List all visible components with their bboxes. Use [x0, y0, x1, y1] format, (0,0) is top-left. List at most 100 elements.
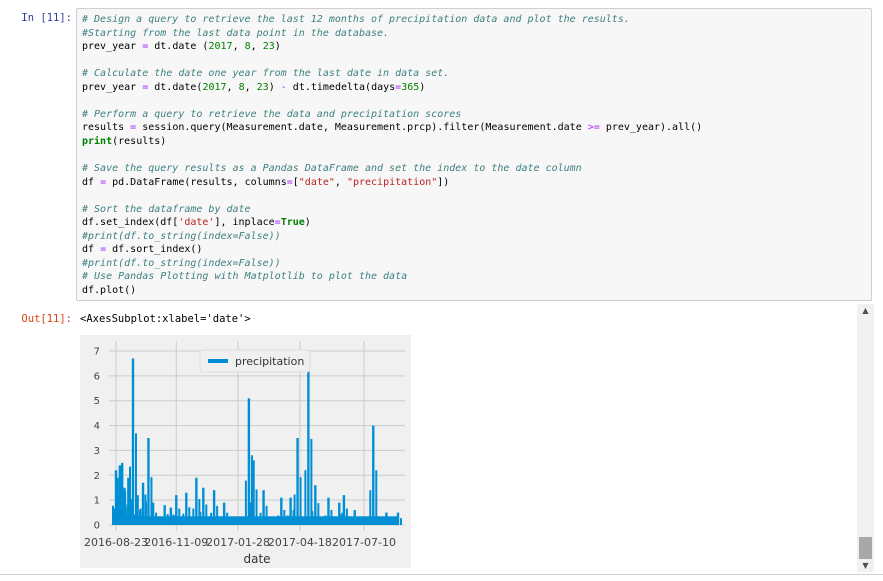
- code-line: #Starting from the last data point in th…: [82, 28, 389, 39]
- code-token: #Starting from the last data point in th…: [82, 27, 390, 39]
- code-token: =: [142, 41, 149, 53]
- code-token: 2017: [208, 41, 233, 53]
- x-tick-label: 2016-11-09: [144, 536, 208, 549]
- code-line: results = session.query(Measurement.date…: [82, 122, 702, 133]
- code-token: df: [82, 176, 101, 188]
- input-prompt: In [11]:: [21, 12, 72, 24]
- code-token: session.query(Measurement.date, Measurem…: [136, 122, 588, 134]
- code-line: df = df.sort_index(): [82, 244, 202, 255]
- scroll-thumb[interactable]: [859, 537, 872, 559]
- code-line: prev_year = dt.date(2017, 8, 23) - dt.ti…: [82, 82, 425, 93]
- code-token: ,: [334, 176, 347, 188]
- x-tick-label: 2016-08-23: [84, 536, 148, 549]
- code-token: #print(df.to_string(index=False)): [82, 257, 281, 269]
- code-token: ): [419, 81, 426, 93]
- divider: [0, 574, 883, 575]
- code-token: =: [395, 81, 402, 93]
- code-line: df = pd.DataFrame(results, columns=["dat…: [82, 177, 449, 188]
- code-token: # Design a query to retrieve the last 12…: [82, 14, 630, 25]
- x-tick-label: 2017-07-10: [332, 536, 396, 549]
- code-line: df.plot(): [82, 285, 136, 296]
- x-tick-label: 2017-01-28: [206, 536, 270, 549]
- code-token: 23: [262, 41, 275, 53]
- code-token: results: [82, 122, 131, 134]
- precipitation-plot: 0 1 2 3 4 5 6 7 2016-08-23 2016-11-09 2017-01-28 20…: [80, 335, 411, 568]
- code-line: #print(df.to_string(index=False)): [82, 258, 281, 269]
- code-token: ,: [244, 81, 257, 93]
- y-tick-label: 5: [94, 396, 100, 407]
- code-token: =: [286, 176, 293, 188]
- code-line: # Design a query to retrieve the last 12…: [82, 14, 630, 25]
- code-token: # Use Pandas Plotting with Matplotlib to…: [82, 271, 408, 283]
- scroll-down-arrow-icon[interactable]: ▼: [862, 561, 869, 570]
- code-line: # Calculate the date one year from the l…: [82, 68, 449, 79]
- code-line: # Sort the dataframe by date: [82, 204, 251, 215]
- y-tick-label: 4: [94, 421, 100, 432]
- code-editor[interactable]: # Design a query to retrieve the last 12…: [82, 13, 702, 297]
- code-line: # Use Pandas Plotting with Matplotlib to…: [82, 271, 407, 282]
- code-token: 8: [238, 81, 245, 93]
- code-token: ): [304, 217, 311, 229]
- code-token: 365: [401, 81, 420, 93]
- code-token: =: [100, 176, 107, 188]
- code-token: =: [100, 244, 107, 256]
- code-token: #print(df.to_string(index=False)): [82, 230, 281, 242]
- x-axis-label: date: [243, 552, 270, 566]
- code-line: #print(df.to_string(index=False)): [82, 231, 281, 242]
- code-token: 23: [256, 81, 269, 93]
- code-token: ]): [437, 176, 450, 188]
- code-line: # Save the query results as a Pandas Dat…: [82, 163, 582, 174]
- code-token: [: [292, 176, 299, 188]
- code-token: df.sort_index(): [106, 244, 203, 256]
- legend-label: precipitation: [235, 355, 304, 368]
- code-token: True: [280, 217, 305, 229]
- y-tick-label: 0: [94, 521, 100, 532]
- code-token: prev_year).all(): [599, 122, 703, 134]
- code-token: # Calculate the date one year from the l…: [82, 68, 450, 80]
- code-token: 8: [244, 41, 251, 53]
- code-token: df.plot(): [82, 284, 137, 296]
- code-token: df.set_index(df[: [82, 217, 179, 229]
- code-token: ,: [232, 41, 245, 53]
- output-text: <AxesSubplot:xlabel='date'>: [80, 313, 251, 325]
- scroll-up-arrow-icon[interactable]: ▲: [862, 306, 869, 315]
- code-token: -: [280, 81, 287, 93]
- code-token: (results): [112, 135, 167, 147]
- y-tick-label: 3: [94, 446, 100, 457]
- code-token: prev_year: [82, 81, 143, 93]
- code-token: print: [82, 135, 113, 147]
- code-token: "date": [298, 176, 335, 188]
- code-token: =: [142, 81, 149, 93]
- code-token: =: [130, 122, 137, 134]
- code-token: ): [268, 81, 281, 93]
- code-token: prev_year: [82, 41, 143, 53]
- code-token: 2017: [202, 81, 227, 93]
- code-token: =: [274, 217, 281, 229]
- chart-svg: 012345672016-08-232016-11-092017-01-2820…: [80, 335, 411, 568]
- code-line: df.set_index(df['date'], inplace=True): [82, 217, 311, 228]
- code-token: dt.date (: [148, 41, 209, 53]
- code-line: # Perform a query to retrieve the data a…: [82, 109, 461, 120]
- code-token: >=: [587, 122, 600, 134]
- y-tick-label: 2: [94, 471, 100, 482]
- code-line: print(results): [82, 136, 166, 147]
- code-token: ): [274, 41, 281, 53]
- y-tick-label: 6: [94, 371, 100, 382]
- code-token: dt.date(: [148, 81, 203, 93]
- output-prompt: Out[11]:: [21, 313, 72, 325]
- y-tick-label: 1: [94, 496, 100, 507]
- legend-box: [199, 349, 311, 373]
- code-token: # Perform a query to retrieve the data a…: [82, 108, 462, 120]
- code-token: pd.DataFrame(results, columns: [106, 176, 287, 188]
- code-token: df: [82, 244, 101, 256]
- code-token: ,: [226, 81, 239, 93]
- code-token: "precipitation": [346, 176, 438, 188]
- code-token: ], inplace: [214, 217, 275, 229]
- x-tick-label: 2017-04-18: [268, 536, 332, 549]
- output-scrollbar[interactable]: [857, 304, 874, 572]
- code-token: # Sort the dataframe by date: [82, 203, 251, 215]
- code-token: dt.timedelta(days: [286, 81, 396, 93]
- y-tick-label: 7: [94, 347, 100, 358]
- code-cell[interactable]: # Design a query to retrieve the last 12…: [76, 8, 872, 301]
- code-token: # Save the query results as a Pandas Dat…: [82, 163, 582, 175]
